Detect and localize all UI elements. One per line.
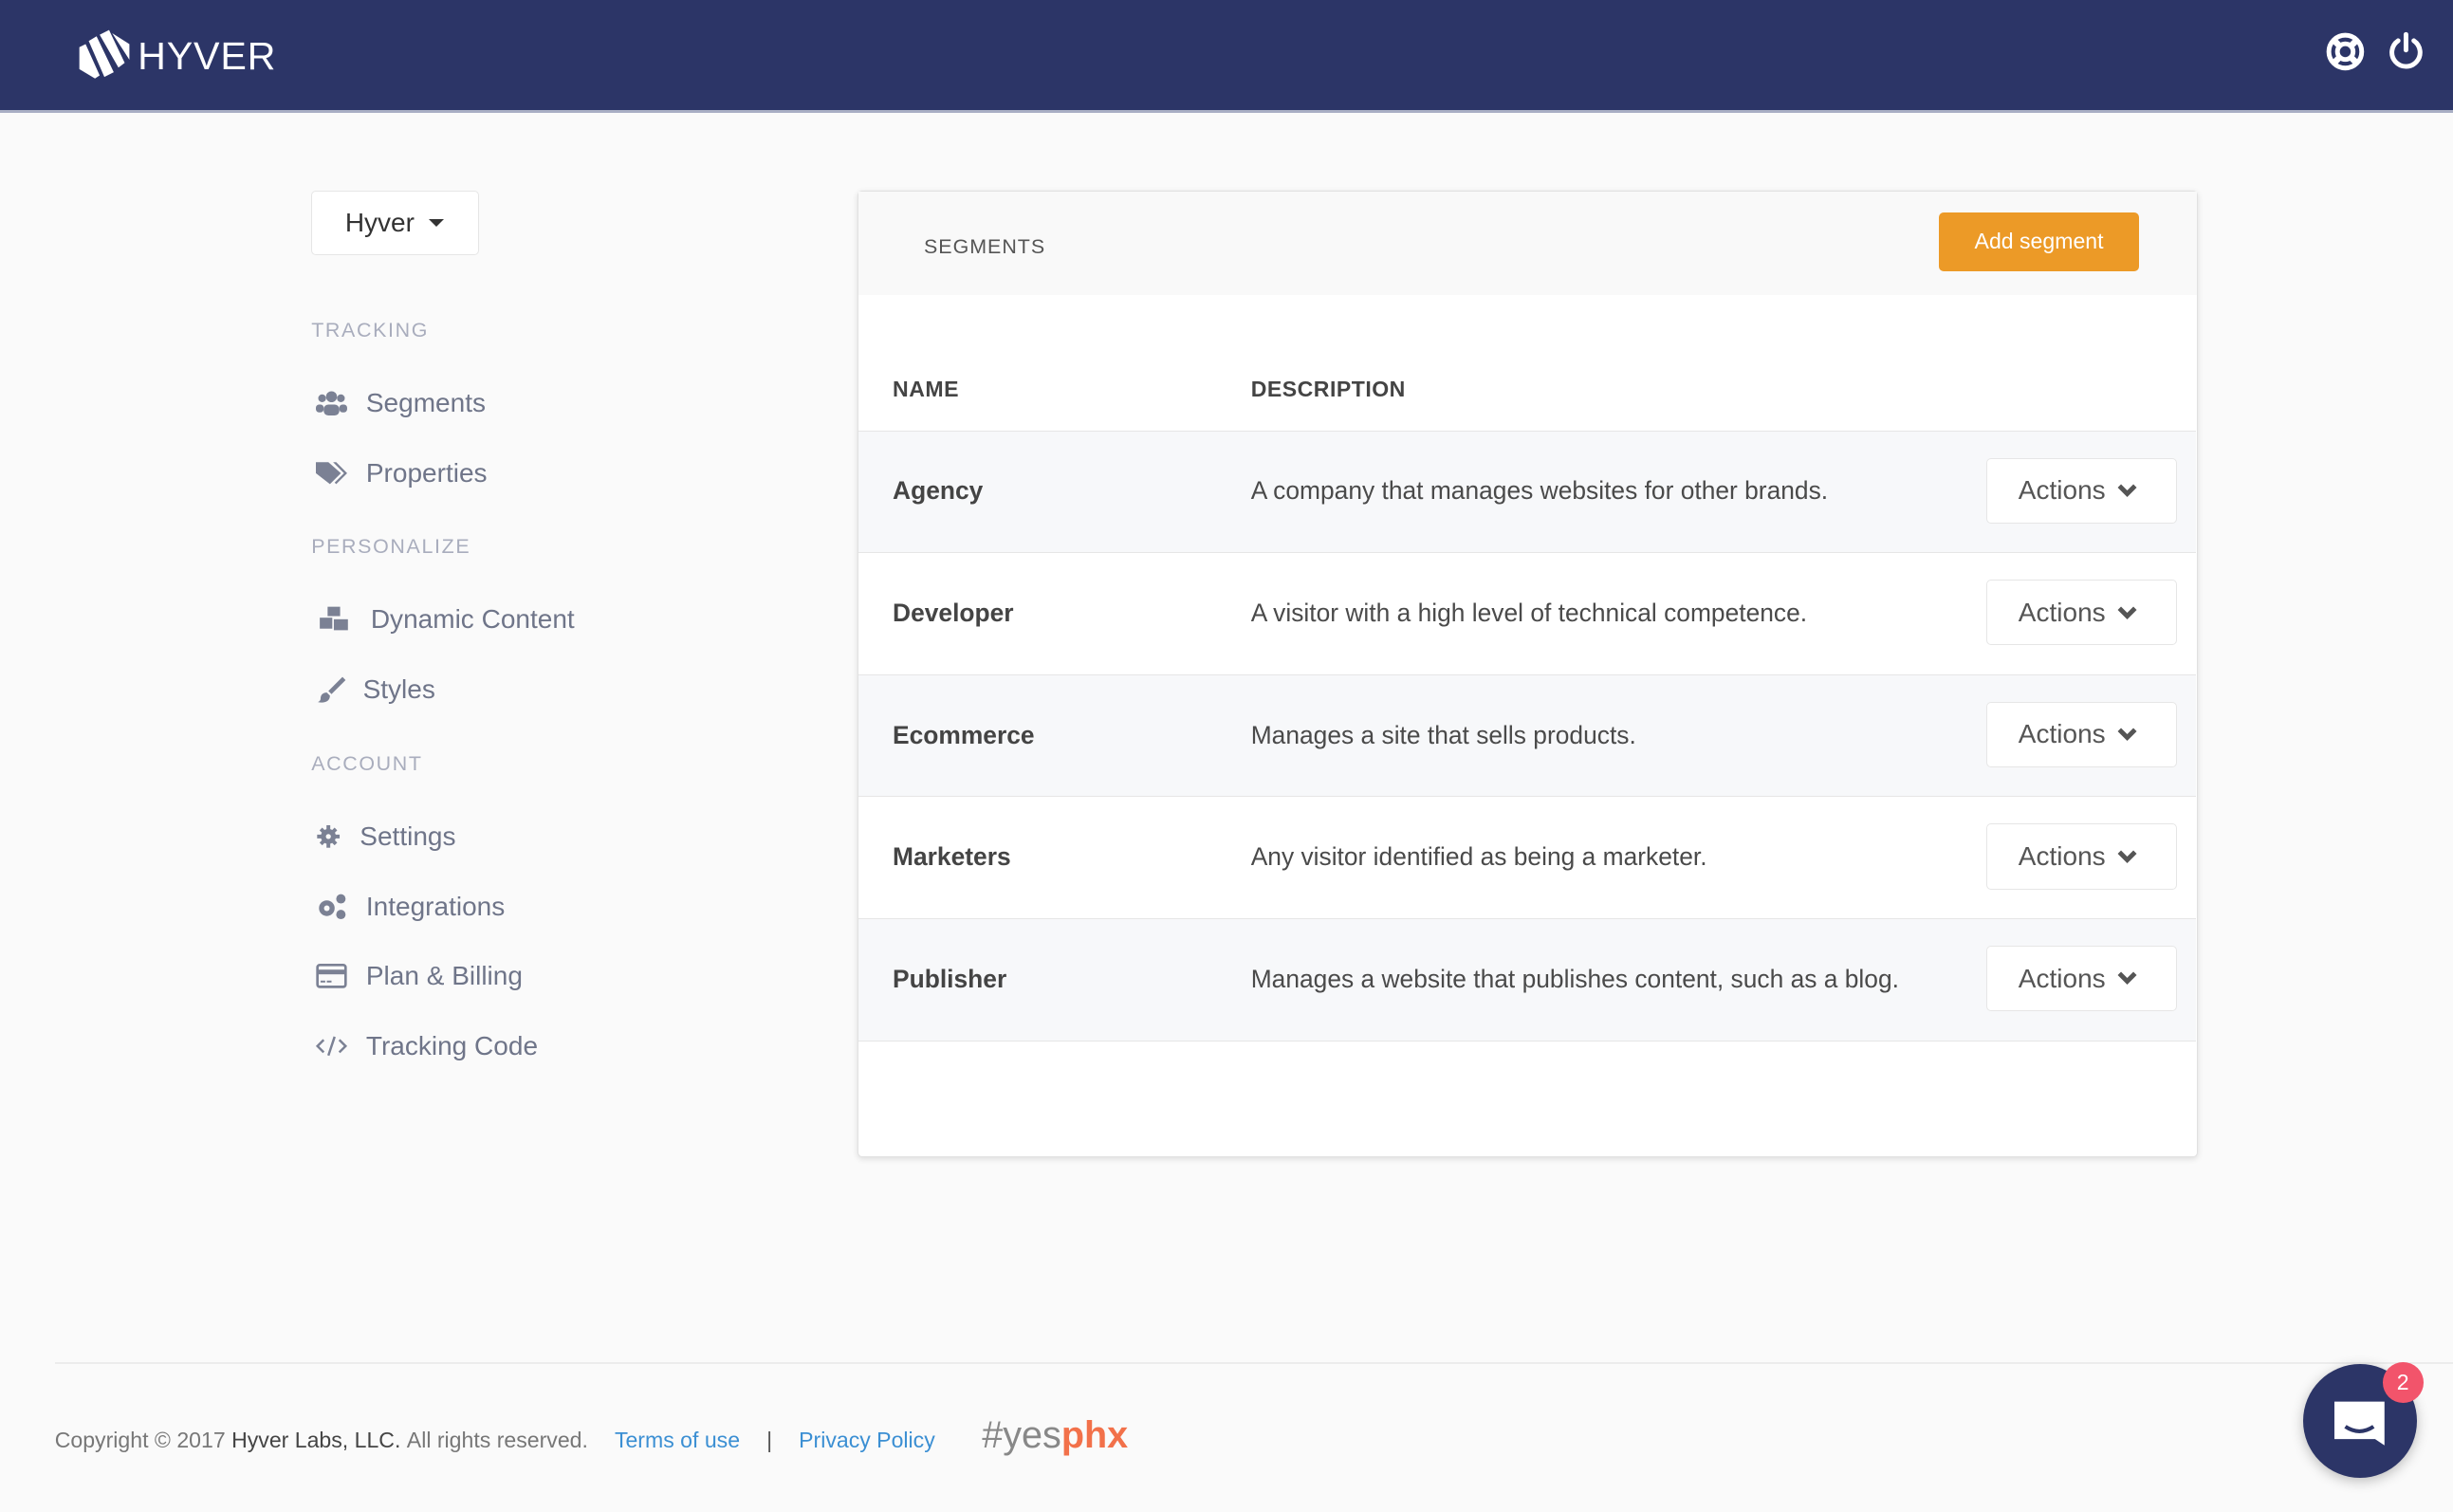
yesphx-logo: #yesphx bbox=[982, 1414, 1128, 1457]
chevron-down-icon bbox=[2117, 972, 2137, 986]
sidebar-item-plan-billing[interactable]: Plan & Billing bbox=[316, 961, 523, 991]
segments-panel: SEGMENTS Add segment NAME DESCRIPTION Ag… bbox=[857, 191, 2199, 1158]
segment-name: Marketers bbox=[893, 842, 1011, 872]
sidebar-item-label: Tracking Code bbox=[365, 1030, 539, 1060]
chevron-down-icon bbox=[2117, 606, 2137, 619]
privacy-link[interactable]: Privacy Policy bbox=[799, 1427, 935, 1452]
actions-dropdown[interactable]: Actions bbox=[1985, 823, 2177, 890]
actions-dropdown[interactable]: Actions bbox=[1985, 701, 2177, 768]
workspace-dropdown[interactable]: Hyver bbox=[311, 191, 479, 255]
sidebar-item-label: Dynamic Content bbox=[370, 603, 575, 634]
workspace-label: Hyver bbox=[344, 207, 415, 237]
panel-header: SEGMENTS Add segment bbox=[858, 192, 2198, 296]
table-row: Publisher Manages a website that publish… bbox=[858, 919, 2196, 1042]
sidebar-item-properties[interactable]: Properties bbox=[316, 458, 488, 489]
panel-title: SEGMENTS bbox=[924, 235, 1046, 259]
tags-icon bbox=[316, 462, 348, 485]
segment-name: Ecommerce bbox=[893, 720, 1035, 749]
actions-label: Actions bbox=[2018, 597, 2106, 627]
footer-separator: | bbox=[766, 1427, 773, 1452]
segment-description: Any visitor identified as being a market… bbox=[1250, 842, 1707, 872]
sidebar-item-styles[interactable]: Styles bbox=[316, 674, 435, 705]
add-segment-button[interactable]: Add segment bbox=[1939, 212, 2140, 272]
footer-divider bbox=[54, 1362, 2453, 1365]
sidebar-item-dynamic-content[interactable]: Dynamic Content bbox=[316, 604, 575, 635]
segment-description: Manages a site that sells products. bbox=[1250, 720, 1636, 749]
table-row: Agency A company that manages websites f… bbox=[858, 431, 2196, 554]
section-account: ACCOUNT bbox=[311, 752, 423, 776]
sidebar-item-integrations[interactable]: Integrations bbox=[316, 892, 505, 922]
segment-name: Developer bbox=[893, 598, 1014, 627]
chat-unread-badge: 2 bbox=[2382, 1362, 2424, 1404]
actions-label: Actions bbox=[2018, 475, 2106, 506]
tag-yes: #yes bbox=[982, 1413, 1061, 1456]
sidebar-item-label: Settings bbox=[360, 821, 456, 851]
column-header-name: NAME bbox=[893, 376, 959, 401]
code-icon bbox=[316, 1036, 348, 1057]
caret-down-icon bbox=[428, 218, 444, 227]
actions-dropdown[interactable]: Actions bbox=[1985, 457, 2177, 524]
rights-text: All rights reserved. bbox=[406, 1427, 588, 1452]
table-header: NAME DESCRIPTION bbox=[858, 348, 2196, 432]
sidebar-item-label: Integrations bbox=[365, 892, 506, 922]
segment-description: A company that manages websites for othe… bbox=[1250, 476, 1829, 506]
table-row: Ecommerce Manages a site that sells prod… bbox=[858, 674, 2196, 798]
sidebar-item-tracking-code[interactable]: Tracking Code bbox=[316, 1031, 538, 1061]
segment-description: Manages a website that publishes content… bbox=[1250, 964, 1899, 993]
chevron-down-icon bbox=[2117, 728, 2137, 742]
actions-label: Actions bbox=[2018, 719, 2106, 749]
segment-name: Publisher bbox=[893, 964, 1007, 993]
chevron-down-icon bbox=[2117, 484, 2137, 497]
users-icon bbox=[316, 391, 348, 416]
company-name: Hyver Labs, LLC. bbox=[231, 1427, 401, 1452]
sidebar-item-label: Properties bbox=[365, 458, 488, 489]
gears-icon bbox=[319, 894, 346, 920]
table-row: Marketers Any visitor identified as bein… bbox=[858, 797, 2196, 920]
section-personalize: PERSONALIZE bbox=[311, 535, 471, 559]
brand-name: HYVER bbox=[138, 33, 277, 78]
section-tracking: TRACKING bbox=[311, 319, 430, 342]
sidebar-item-label: Segments bbox=[365, 388, 487, 417]
footer: Copyright © 2017 Hyver Labs, LLC. All ri… bbox=[55, 1414, 1128, 1457]
gear-icon bbox=[317, 824, 341, 848]
segment-name: Agency bbox=[893, 476, 984, 506]
lifebuoy-icon[interactable] bbox=[2325, 31, 2366, 72]
chat-icon bbox=[2333, 1401, 2385, 1446]
sidebar-item-label: Plan & Billing bbox=[365, 960, 523, 990]
sidebar-item-label: Styles bbox=[362, 673, 435, 704]
power-icon[interactable] bbox=[2386, 31, 2426, 72]
sidebar-item-segments[interactable]: Segments bbox=[316, 388, 486, 418]
table-row: Developer A visitor with a high level of… bbox=[858, 553, 2196, 675]
actions-label: Actions bbox=[2018, 963, 2106, 993]
sidebar-item-settings[interactable]: Settings bbox=[316, 821, 456, 852]
paintbrush-icon bbox=[317, 676, 346, 703]
actions-label: Actions bbox=[2018, 841, 2106, 872]
hyver-logo-icon bbox=[80, 29, 130, 79]
cubes-icon bbox=[320, 606, 348, 631]
credit-card-icon bbox=[316, 963, 347, 988]
actions-dropdown[interactable]: Actions bbox=[1985, 580, 2177, 646]
actions-dropdown[interactable]: Actions bbox=[1985, 946, 2177, 1012]
segment-description: A visitor with a high level of technical… bbox=[1250, 598, 1808, 627]
top-bar: HYVER bbox=[0, 0, 2453, 113]
terms-link[interactable]: Terms of use bbox=[614, 1427, 741, 1452]
copyright-prefix: Copyright © 2017 bbox=[54, 1427, 226, 1452]
chevron-down-icon bbox=[2117, 850, 2137, 863]
logo[interactable]: HYVER bbox=[78, 28, 276, 84]
tag-phx: phx bbox=[1061, 1413, 1129, 1456]
column-header-description: DESCRIPTION bbox=[1250, 376, 1406, 401]
